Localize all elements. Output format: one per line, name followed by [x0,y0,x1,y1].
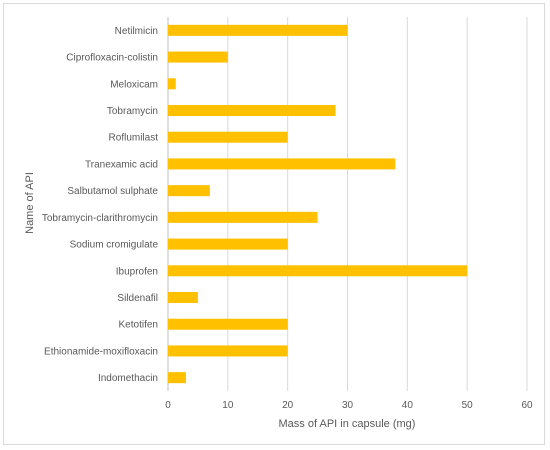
bar [168,345,288,357]
bar [168,78,176,90]
category-label: Tobramycin-clarithromycin [42,213,158,224]
x-tick-label: 10 [222,400,234,411]
y-axis-title: Name of API [24,172,36,234]
category-label: Ibuprofen [116,266,158,277]
category-label: Ethionamide-moxifloxacin [44,346,158,357]
category-label: Indomethacin [98,373,158,384]
x-tick-label: 30 [342,400,354,411]
category-label: Salbutamol sulphate [67,186,158,197]
category-label: Ciprofloxacin-colistin [66,53,158,64]
chart-frame [3,3,545,445]
category-label: Sildenafil [117,293,158,304]
bar [168,24,348,36]
x-axis-title: Mass of API in capsule (mg) [279,418,416,430]
bar [168,265,468,277]
x-tick-label: 60 [521,400,533,411]
x-tick-label: 50 [462,400,474,411]
x-tick-label: 40 [402,400,414,411]
bar [168,372,186,384]
category-label: Meloxicam [110,79,158,90]
bars [168,24,468,384]
bar [168,105,336,116]
bar [168,318,288,330]
x-tick-label: 0 [165,400,171,411]
category-label: Sodium cromigulate [70,240,159,251]
category-label: Ketotifen [119,320,158,331]
bar [168,238,288,250]
bar [168,158,396,170]
bar [168,185,210,197]
bar [168,131,288,143]
category-label: Tobramycin [107,106,158,117]
bar [168,292,198,303]
category-label: Netilmicin [115,26,158,37]
bar [168,211,318,223]
category-label: Roflumilast [109,133,159,144]
gridlines [167,17,528,391]
bar [168,51,228,63]
x-tick-label: 20 [282,400,294,411]
category-label: Tranexamic acid [85,159,158,170]
category-labels: Netilmicin Ciprofloxacin-colistin Meloxica… [42,26,159,384]
x-tick-labels: 0 10 20 30 40 50 60 [165,400,533,411]
